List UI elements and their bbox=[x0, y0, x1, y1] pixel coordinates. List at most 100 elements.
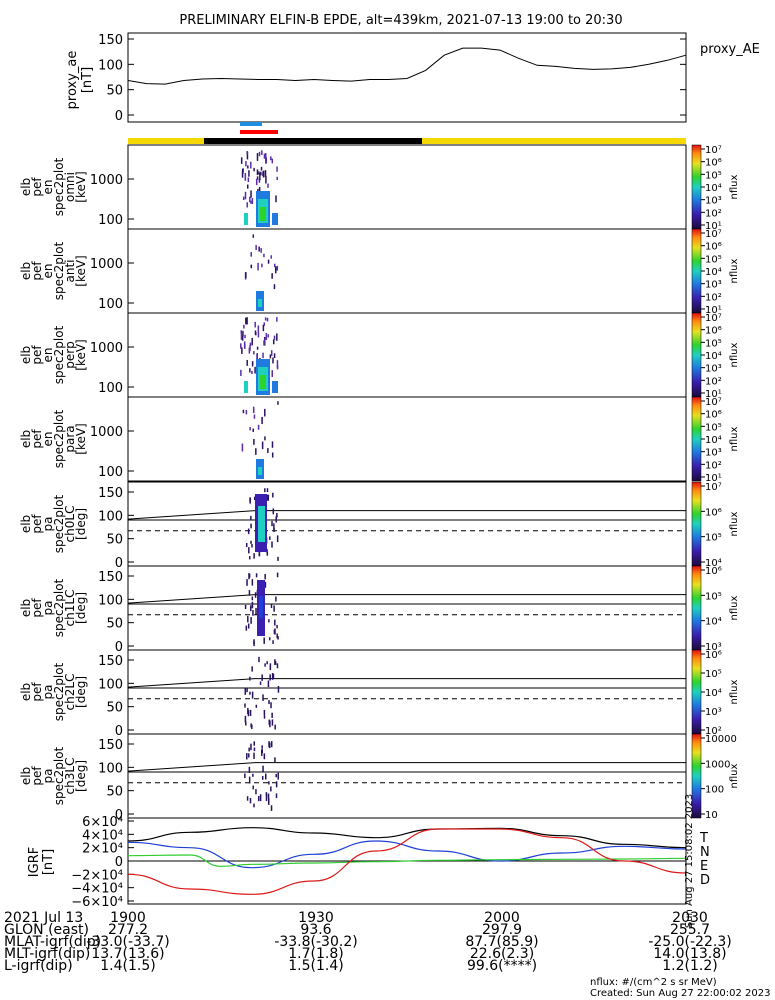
pa-ylabel: [deg] bbox=[74, 592, 88, 624]
spec-ylabel: spec2plot bbox=[52, 241, 66, 300]
pa-pixel bbox=[247, 710, 250, 717]
spec-ylabel: en bbox=[41, 432, 55, 447]
spec-pixel bbox=[262, 352, 264, 359]
spec-pixel bbox=[244, 172, 247, 181]
mag-ytick-label: 6×10⁴ bbox=[82, 815, 123, 830]
spec-pixel bbox=[240, 157, 243, 164]
spec-pixel bbox=[241, 443, 244, 452]
spec-pixel bbox=[273, 284, 276, 290]
spec-pixel bbox=[245, 161, 247, 167]
colorbar-label: 10¹ bbox=[705, 221, 722, 232]
spec-blob-peak bbox=[260, 207, 266, 221]
spec-pixel bbox=[254, 321, 256, 328]
spec-pixel bbox=[263, 322, 266, 326]
spec-pixel bbox=[277, 401, 279, 405]
mag-ylabel: [nT] bbox=[41, 849, 56, 875]
spec-pixel bbox=[254, 330, 257, 336]
footer-value: 1930 bbox=[298, 910, 334, 926]
spec-pixel bbox=[274, 266, 277, 274]
pa-pixel bbox=[251, 666, 253, 672]
colorbar bbox=[691, 565, 702, 651]
pa-pixel bbox=[269, 674, 271, 681]
footer-row-label: MLAT-igrf(dip) bbox=[4, 934, 102, 950]
spec-pixel bbox=[242, 196, 245, 200]
pa-pixel bbox=[276, 633, 278, 639]
footer-value: -33.8(-30.2) bbox=[274, 934, 358, 950]
pa-pixel bbox=[268, 637, 271, 641]
pa-ytick-label: 100 bbox=[98, 677, 123, 692]
pa-ylabel: pef bbox=[30, 598, 44, 618]
pa-ylabel: elb bbox=[19, 599, 33, 617]
footer-value: 277.2 bbox=[107, 922, 149, 938]
spec-pixel bbox=[254, 366, 256, 374]
status-bar-black bbox=[204, 138, 422, 144]
colorbar-label: 10¹ bbox=[705, 305, 722, 316]
spec-blob-peak bbox=[260, 375, 266, 389]
pa-ylabel: spec2plot bbox=[52, 746, 66, 805]
spec-ylabel: elb bbox=[19, 346, 33, 364]
pa-ytick-label: 150 bbox=[98, 570, 123, 585]
colorbar-label: 10³ bbox=[705, 642, 722, 653]
status-bar-yellow bbox=[128, 138, 204, 144]
footer-value: -25.0(-22.3) bbox=[648, 934, 732, 950]
spec-pixel bbox=[264, 436, 266, 441]
footer-value: 22.6(2.3) bbox=[469, 946, 535, 962]
spec-pixel bbox=[264, 317, 267, 321]
pa-pixel bbox=[248, 573, 251, 578]
pa-pixel bbox=[253, 641, 255, 647]
ae-ytick-label: 100 bbox=[98, 58, 123, 73]
spec-pixel bbox=[260, 171, 262, 176]
pa-pixel bbox=[249, 709, 252, 716]
pa-panel-frame bbox=[127, 649, 687, 735]
footer-value: 13.7(13.6) bbox=[91, 946, 165, 962]
spec-pixel bbox=[240, 343, 242, 349]
colorbar-label: 10⁵ bbox=[705, 338, 722, 349]
pa-pixel bbox=[262, 765, 264, 772]
spec-pixel bbox=[241, 168, 244, 175]
mag-legend-E: E bbox=[700, 859, 708, 874]
pa-pixel bbox=[272, 673, 275, 680]
spec-pixel bbox=[271, 452, 274, 458]
pa-pixel bbox=[247, 528, 250, 535]
pa-pixel bbox=[275, 781, 278, 788]
ae-legend: proxy_AE bbox=[700, 42, 760, 57]
pa-pixel bbox=[274, 757, 276, 763]
colorbar-unit: nflux bbox=[729, 342, 740, 367]
colorbar bbox=[691, 481, 702, 567]
spec-pixel bbox=[272, 357, 274, 364]
spec-pixel bbox=[245, 410, 248, 415]
spec-panel-frame bbox=[127, 144, 687, 230]
status-bar-yellow bbox=[422, 138, 686, 144]
mag-ytick-label: −6×10⁴ bbox=[71, 895, 123, 910]
spec-ytick-label: 1000 bbox=[90, 173, 123, 188]
spec-pixel bbox=[249, 368, 251, 373]
pa-pixel bbox=[277, 772, 279, 780]
spec-pixel bbox=[255, 178, 258, 186]
pa-pixel bbox=[244, 703, 246, 708]
spec-pixel bbox=[252, 428, 254, 432]
spec-ylabel: spec2plot bbox=[52, 409, 66, 468]
pa-pixel bbox=[264, 773, 267, 780]
pa-ylabel: pef bbox=[30, 682, 44, 702]
pa-pixel bbox=[273, 527, 275, 533]
spec-pixel bbox=[258, 246, 260, 252]
spec-pixel bbox=[250, 161, 252, 169]
pa-pixel bbox=[261, 749, 264, 753]
spec-panel-frame bbox=[127, 228, 687, 314]
pa-ylabel: pa bbox=[41, 517, 55, 532]
pa-ylabel: pef bbox=[30, 766, 44, 786]
spec-pixel bbox=[264, 153, 267, 159]
pa-pixel bbox=[261, 674, 263, 681]
pa-ytick-label: 150 bbox=[98, 738, 123, 753]
pa-pixel bbox=[258, 656, 260, 663]
spec-ylabel: en bbox=[41, 180, 55, 195]
colorbar-unit: nflux bbox=[729, 174, 740, 199]
footer-value: 1900 bbox=[110, 910, 146, 926]
ae-line bbox=[127, 47, 687, 85]
footer-row-label: MLT-igrf(dip) bbox=[4, 946, 91, 962]
pa-pixel bbox=[253, 752, 255, 760]
pa-pixel bbox=[250, 605, 252, 612]
pa-ylabel: [deg] bbox=[74, 676, 88, 708]
spec-pixel bbox=[264, 408, 266, 417]
